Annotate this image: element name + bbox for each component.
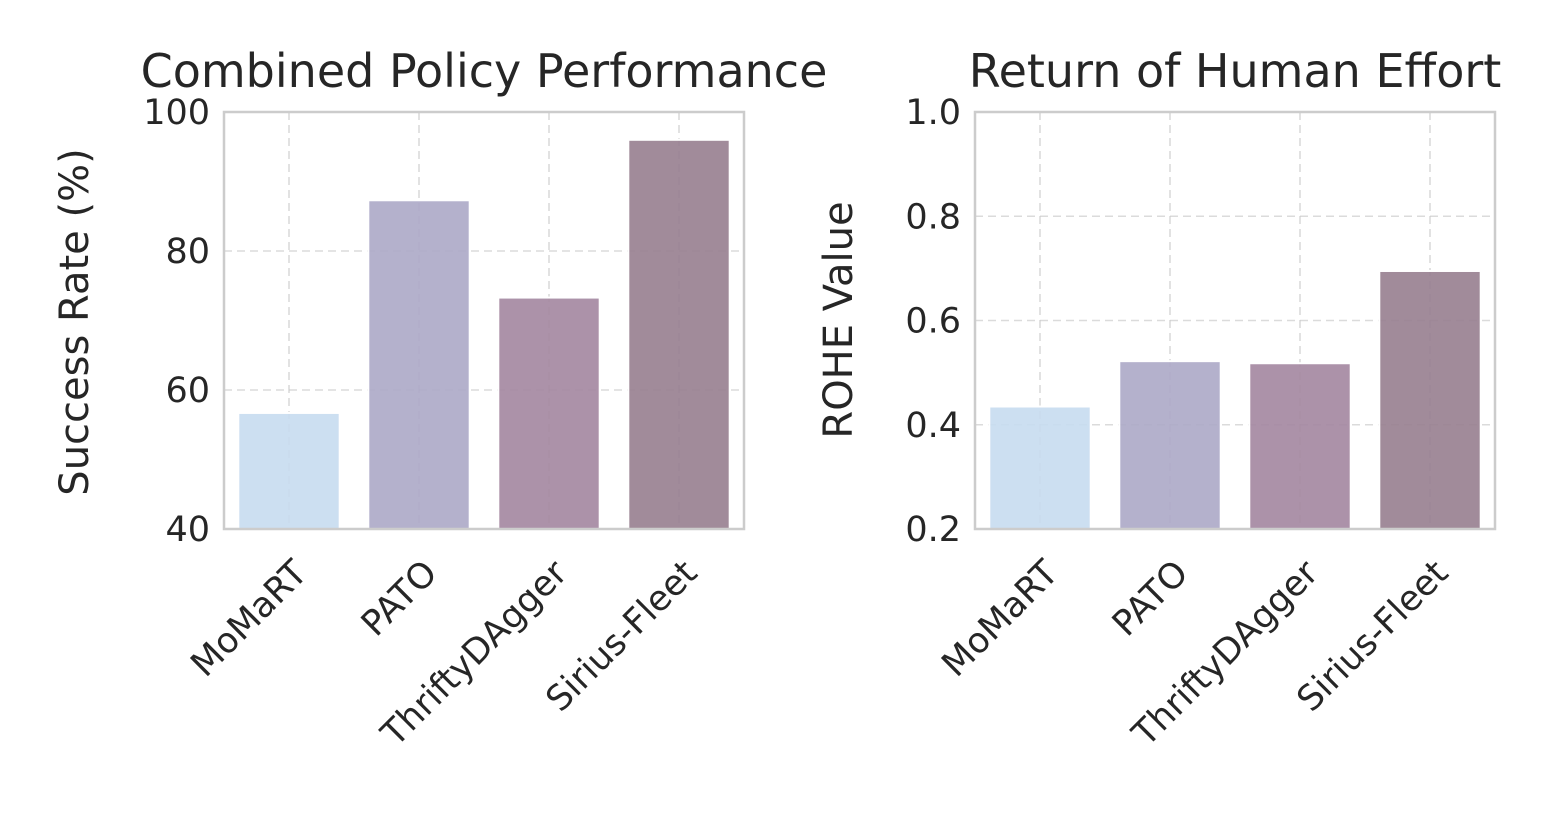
y-tick-label: 40: [165, 510, 210, 550]
bar-pato: [367, 199, 471, 530]
chart-panel-rohe: Return of Human Effort ROHE Value 0.2 0.4…: [816, 44, 1501, 755]
bar-thriftydagger: [1248, 362, 1352, 530]
y-axis-ticks: 40 60 80 100: [143, 93, 210, 550]
bar-sirius-fleet: [627, 138, 731, 531]
x-tick-label: MoMaRT: [184, 553, 316, 685]
bar-pato: [1118, 360, 1222, 530]
y-axis-label: ROHE Value: [816, 201, 862, 438]
y-tick-label: 80: [165, 232, 210, 272]
y-tick-label: 0.6: [905, 302, 961, 342]
bar-series: [988, 269, 1482, 531]
y-tick-label: 0.4: [905, 406, 961, 446]
bar-series: [237, 138, 731, 531]
x-tick-label: PATO: [354, 553, 445, 644]
bar-momart: [237, 411, 341, 530]
y-axis-label: Success Rate (%): [52, 148, 98, 495]
y-tick-label: 0.8: [905, 197, 961, 237]
y-tick-label: 1.0: [905, 93, 961, 133]
bar-momart: [988, 405, 1092, 531]
bar-thriftydagger: [497, 296, 601, 530]
y-tick-label: 100: [143, 93, 210, 133]
x-tick-label: PATO: [1105, 553, 1196, 644]
x-tick-label: MoMaRT: [935, 553, 1067, 685]
bar-sirius-fleet: [1378, 269, 1482, 530]
chart-title: Combined Policy Performance: [141, 44, 828, 98]
y-axis-ticks: 0.2 0.4 0.6 0.8 1.0: [905, 93, 961, 550]
chart-panel-success-rate: Combined Policy Performance Success Rate…: [52, 44, 827, 755]
plot-frame: [973, 110, 1497, 531]
plot-frame: [222, 110, 746, 531]
y-tick-label: 60: [165, 371, 210, 411]
y-tick-label: 0.2: [905, 510, 961, 550]
chart-title: Return of Human Effort: [969, 44, 1502, 98]
